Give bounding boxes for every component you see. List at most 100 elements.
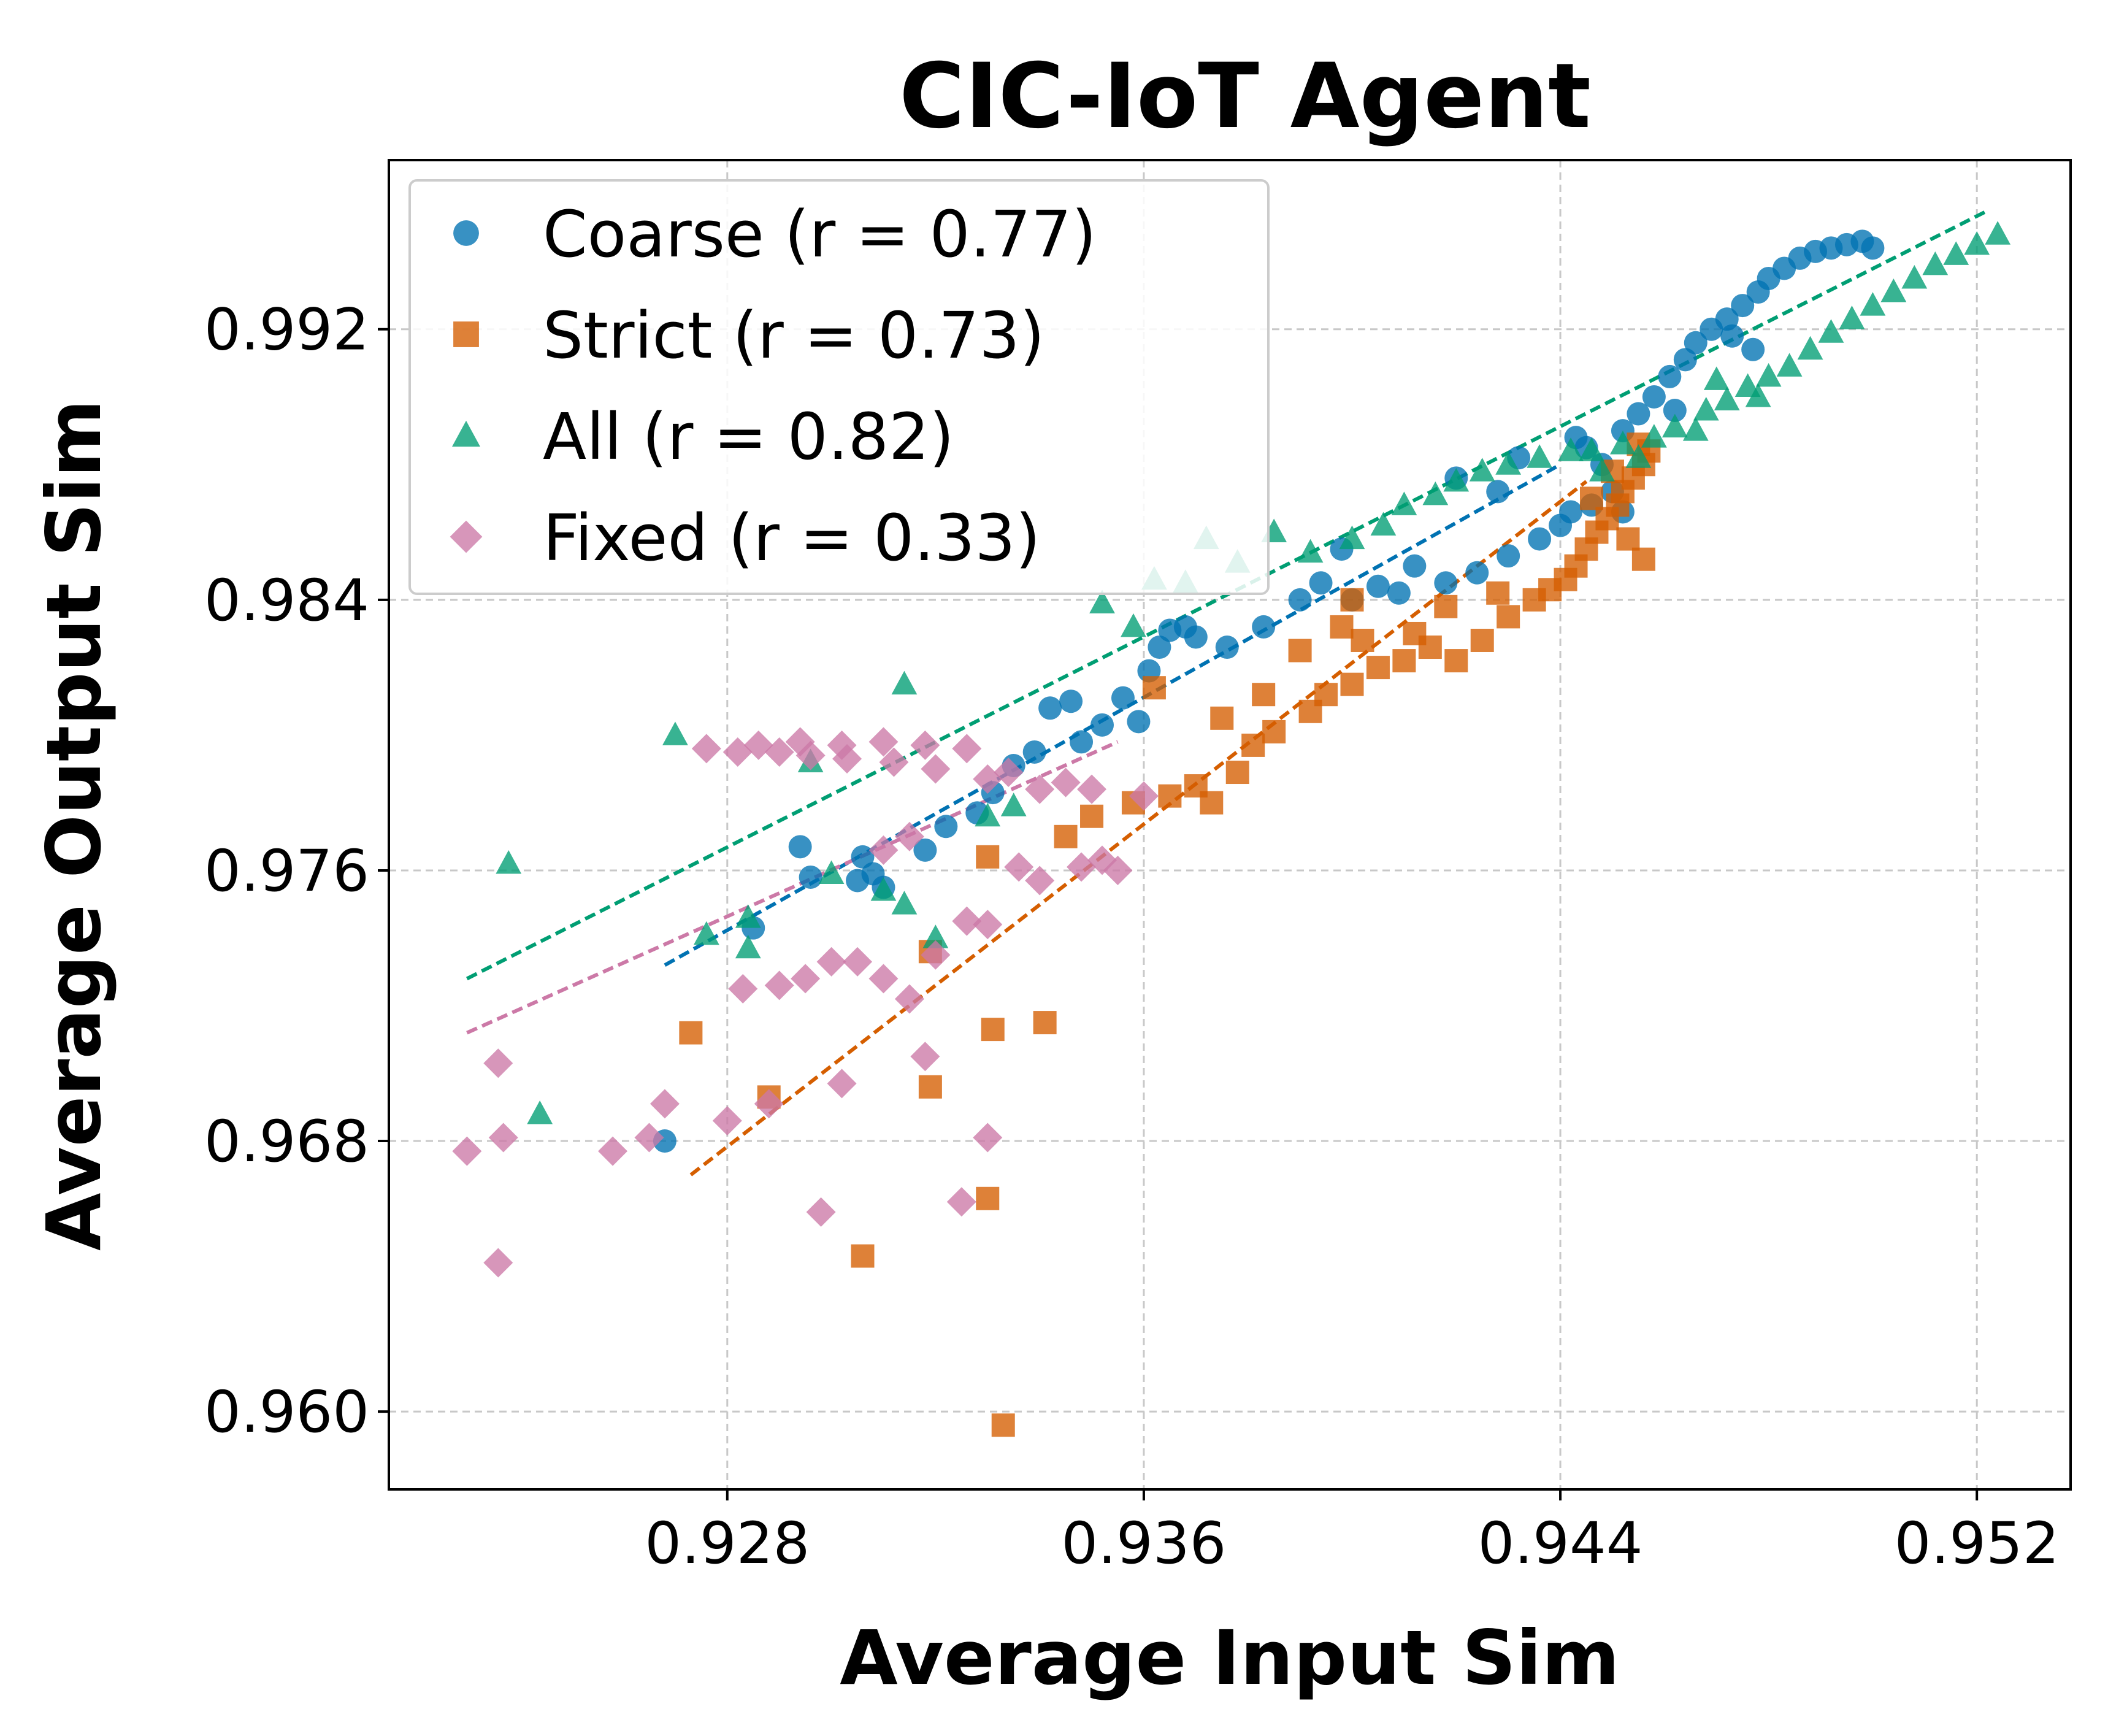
data-point-triangle bbox=[1714, 386, 1740, 410]
data-point-square bbox=[1314, 683, 1338, 707]
data-point-diamond bbox=[785, 727, 815, 757]
data-point-triangle bbox=[1839, 305, 1865, 329]
data-point-triangle bbox=[1297, 539, 1324, 563]
data-point-circle bbox=[1070, 730, 1094, 754]
data-point-diamond bbox=[634, 1123, 664, 1153]
data-point-diamond bbox=[816, 947, 846, 977]
data-point-square bbox=[1080, 804, 1104, 828]
data-point-circle bbox=[1309, 571, 1333, 595]
data-point-triangle bbox=[1370, 512, 1397, 536]
y-tick-label: 0.960 bbox=[204, 1379, 369, 1446]
data-point-triangle bbox=[1589, 458, 1615, 482]
data-point-square bbox=[1616, 527, 1640, 551]
data-point-circle bbox=[788, 835, 812, 859]
x-tick-label: 0.952 bbox=[1895, 1510, 2060, 1577]
data-point-square bbox=[991, 1413, 1015, 1437]
data-point-circle bbox=[1434, 571, 1458, 595]
data-point-circle bbox=[1528, 527, 1552, 551]
data-point-diamond bbox=[743, 730, 773, 760]
data-point-triangle bbox=[1818, 319, 1844, 343]
data-point-diamond bbox=[1129, 781, 1159, 811]
data-point-diamond bbox=[879, 747, 909, 777]
data-point-triangle bbox=[870, 877, 897, 901]
data-point-diamond bbox=[1025, 866, 1055, 896]
data-point-square bbox=[851, 1244, 875, 1268]
data-point-circle bbox=[1215, 636, 1239, 659]
data-point-triangle bbox=[735, 904, 761, 928]
data-point-square bbox=[1241, 733, 1265, 757]
data-point-triangle bbox=[1922, 251, 1949, 275]
data-point-diamond bbox=[1051, 767, 1081, 797]
data-point-triangle bbox=[1755, 363, 1782, 387]
data-point-diamond bbox=[952, 906, 982, 936]
data-point-square bbox=[1486, 581, 1510, 605]
data-point-diamond bbox=[827, 1069, 857, 1099]
data-point-triangle bbox=[1693, 397, 1719, 421]
data-point-diamond bbox=[1025, 774, 1055, 804]
legend-marker-circle bbox=[453, 220, 479, 246]
data-point-diamond bbox=[598, 1136, 628, 1166]
data-point-diamond bbox=[1004, 852, 1034, 882]
y-tick-label: 0.976 bbox=[204, 838, 369, 905]
data-point-triangle bbox=[735, 934, 761, 959]
data-point-square bbox=[981, 1018, 1005, 1042]
data-point-circle bbox=[1663, 399, 1687, 423]
data-point-circle bbox=[1486, 480, 1510, 504]
data-point-triangle bbox=[1121, 613, 1146, 637]
legend-entries: Coarse (r = 0.77) Strict (r = 0.73) All (r… bbox=[450, 197, 1097, 575]
ticks-layer: 0.928 0.936 0.944 0.952 0.960 0.968 0.976 0.984… bbox=[204, 297, 2060, 1577]
legend-marker-square bbox=[453, 321, 479, 347]
data-point-diamond bbox=[728, 974, 758, 1004]
x-tick-label: 0.944 bbox=[1478, 1510, 1643, 1577]
data-point-triangle bbox=[1943, 241, 1969, 265]
data-point-triangle bbox=[1682, 417, 1709, 441]
data-point-diamond bbox=[827, 730, 857, 760]
data-point-circle bbox=[851, 845, 875, 869]
series-diamond bbox=[452, 727, 1159, 1278]
data-point-diamond bbox=[488, 1123, 518, 1153]
data-point-square bbox=[1033, 1011, 1057, 1035]
data-point-circle bbox=[799, 865, 822, 889]
data-point-circle bbox=[1861, 236, 1885, 260]
y-tick-label: 0.992 bbox=[204, 297, 369, 364]
data-point-triangle bbox=[1964, 231, 1990, 255]
data-point-square bbox=[1262, 720, 1286, 743]
data-point-triangle bbox=[922, 924, 949, 948]
y-tick-label: 0.984 bbox=[204, 567, 369, 634]
data-point-diamond bbox=[921, 754, 951, 784]
data-point-circle bbox=[1090, 713, 1114, 737]
data-point-diamond bbox=[691, 734, 721, 764]
y-axis-label: Average Output Sim bbox=[31, 399, 118, 1251]
legend-label-triangle: All (r = 0.82) bbox=[543, 399, 954, 474]
data-point-diamond bbox=[946, 1187, 976, 1217]
data-point-circle bbox=[1059, 689, 1083, 713]
legend-marker-diamond bbox=[450, 520, 483, 553]
data-point-triangle bbox=[1745, 383, 1771, 407]
data-point-triangle bbox=[1797, 336, 1823, 360]
legend-label-diamond: Fixed (r = 0.33) bbox=[543, 501, 1040, 575]
data-point-triangle bbox=[1880, 278, 1907, 302]
x-axis-label: Average Input Sim bbox=[840, 1615, 1619, 1702]
data-point-circle bbox=[1288, 588, 1312, 612]
data-point-circle bbox=[1038, 696, 1062, 720]
plot-frame bbox=[388, 159, 2072, 1491]
data-point-circle bbox=[1673, 348, 1697, 372]
data-point-circle bbox=[1465, 561, 1489, 585]
data-point-diamond bbox=[973, 910, 1003, 940]
legend-box bbox=[408, 179, 1270, 595]
data-point-triangle bbox=[1776, 353, 1803, 377]
data-point-diamond bbox=[754, 1089, 784, 1119]
data-point-triangle bbox=[1558, 437, 1584, 461]
data-point-diamond bbox=[910, 1042, 940, 1072]
data-point-triangle bbox=[1901, 264, 1928, 289]
data-point-square bbox=[1054, 824, 1078, 848]
data-point-triangle bbox=[1000, 793, 1027, 816]
data-point-square bbox=[1366, 656, 1390, 680]
data-point-square bbox=[1158, 784, 1182, 808]
data-point-square bbox=[1579, 486, 1603, 510]
data-point-square bbox=[1210, 706, 1234, 730]
data-point-square bbox=[1403, 621, 1427, 645]
data-point-circle bbox=[1658, 364, 1682, 388]
data-point-circle bbox=[1731, 294, 1755, 318]
